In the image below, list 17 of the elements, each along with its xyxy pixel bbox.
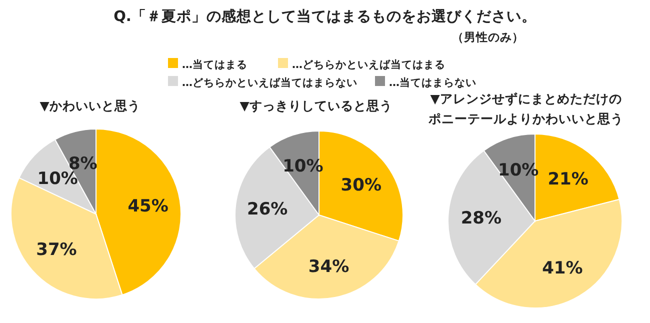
text: ▼かわいいと思う: [40, 98, 140, 113]
data-label: 30%: [340, 175, 382, 196]
text: （男性のみ）: [452, 30, 524, 44]
data-label: 26%: [246, 199, 288, 220]
legend-label: …当てはまらない: [389, 76, 476, 89]
data-label: 28%: [460, 208, 502, 229]
data-label: 45%: [128, 196, 168, 217]
text: Q.「＃夏ポ」の感想として当てはまるものをお選びください。: [114, 8, 536, 25]
data-label: 41%: [542, 258, 583, 278]
legend-label: …どちらかといえば当てはまる: [292, 58, 446, 71]
data-label: 34%: [308, 257, 350, 278]
chart-title: ▼アレンジせずにまとめただけのポニーテールよりかわいいと思う: [428, 91, 624, 126]
legend-label: …どちらかといえば当てはまらない: [182, 76, 358, 89]
chart-title: ▼すっきりしていると思う: [240, 98, 392, 113]
data-label: 21%: [548, 169, 588, 190]
legend-label: …当てはまる: [182, 58, 248, 71]
data-label: 37%: [36, 240, 77, 260]
